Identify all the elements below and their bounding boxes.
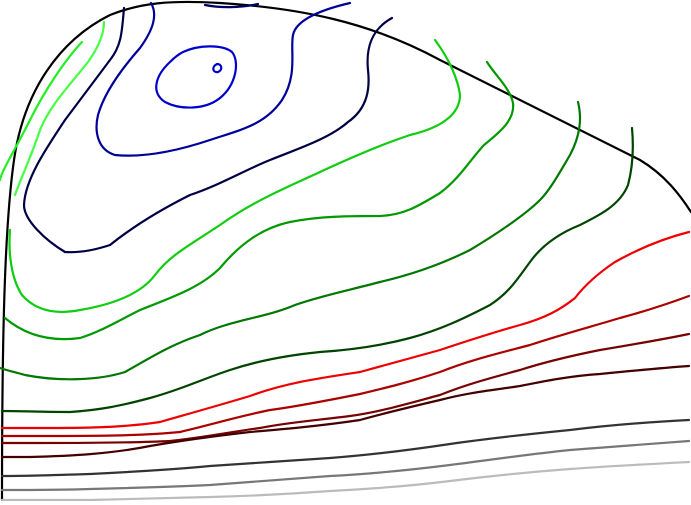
contour-red-2 [0, 294, 691, 438]
contour-gray-3 [0, 460, 691, 502]
contour-gray-1 [0, 418, 691, 478]
contour-blue-inner [155, 45, 238, 109]
contour-navy-3 [22, 6, 394, 254]
contour-green-3 [8, 38, 462, 313]
contour-gray-2 [0, 439, 691, 492]
contour-red-1 [0, 230, 691, 430]
contour-navy-2 [203, 2, 260, 9]
contour-navy-1 [95, 1, 352, 157]
contour-green-4 [3, 60, 515, 341]
contour-green-5 [0, 100, 582, 381]
contour-green-1 [13, 20, 106, 197]
contour-green-6 [0, 126, 634, 414]
contour-red-4 [0, 364, 691, 459]
contour-red-3 [0, 332, 691, 445]
contour-green-2 [0, 40, 84, 182]
contour-blue-innermost [212, 62, 223, 74]
